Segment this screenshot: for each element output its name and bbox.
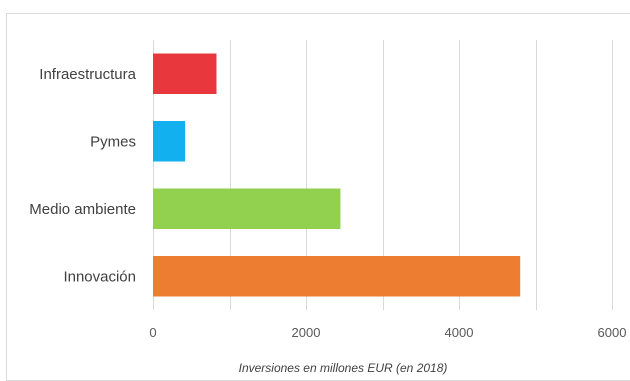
x-tick-labels: 0 2000 4000 6000 xyxy=(149,325,626,340)
x-tick-label: 6000 xyxy=(598,325,627,340)
bar xyxy=(153,256,521,297)
bars xyxy=(153,53,521,297)
bar xyxy=(153,121,186,162)
category-label: Medio ambiente xyxy=(29,201,136,218)
bar xyxy=(153,53,217,94)
x-tick-label: 4000 xyxy=(445,325,474,340)
x-axis-title: Inversiones en millones EUR (en 2018) xyxy=(239,361,448,375)
x-tick-label: 0 xyxy=(149,325,156,340)
category-label: Innovación xyxy=(63,268,136,285)
category-label: Infraestructura xyxy=(39,66,136,83)
category-labels: Infraestructura Pymes Medio ambiente Innova… xyxy=(29,66,136,286)
bar xyxy=(153,188,341,229)
x-tick-label: 2000 xyxy=(292,325,321,340)
category-label: Pymes xyxy=(90,133,136,150)
